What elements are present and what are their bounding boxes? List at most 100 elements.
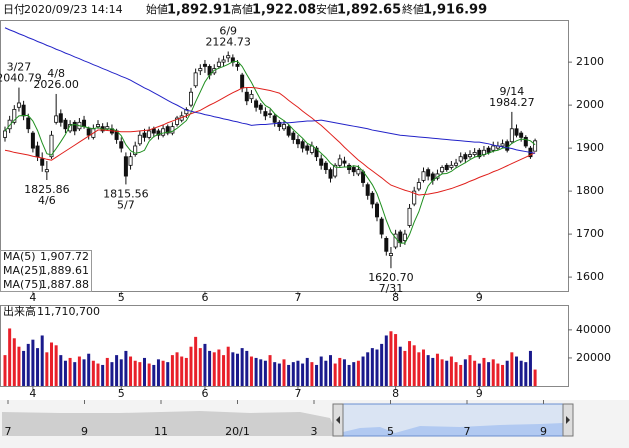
annotation-date: 4/6 xyxy=(38,194,56,207)
volume-bar xyxy=(129,356,133,386)
candle-body xyxy=(370,192,375,205)
volume-bar xyxy=(510,352,514,386)
candle-body xyxy=(407,207,412,226)
volume-bar xyxy=(533,369,537,386)
legend-value: 1,907.72 xyxy=(40,250,89,263)
annotation-date: 9/14 xyxy=(499,85,524,98)
x-tick-label: 7 xyxy=(294,387,301,400)
candle-body xyxy=(165,126,170,134)
volume-bar xyxy=(8,328,12,386)
candle-body xyxy=(491,145,496,151)
candle-body xyxy=(384,238,389,252)
x-tick-label: 6 xyxy=(201,387,208,400)
candle-body xyxy=(119,141,124,149)
header-label: 始値 xyxy=(146,2,168,16)
candle-body xyxy=(277,121,282,128)
volume-bar xyxy=(366,352,370,386)
volume-bar xyxy=(519,360,523,386)
candle-body xyxy=(44,169,49,173)
volume-bar xyxy=(59,355,63,386)
candle-body xyxy=(467,154,472,158)
ma-line xyxy=(4,27,536,154)
volume-bar xyxy=(426,355,430,386)
header-value: 1,892.91 xyxy=(167,3,231,18)
volume-bar xyxy=(473,360,477,386)
volume-bar xyxy=(361,356,365,386)
annotation-date: 6/9 xyxy=(219,25,237,38)
candle-body xyxy=(188,91,193,106)
candle-body xyxy=(319,158,324,166)
candle-body xyxy=(356,169,361,175)
header-label: 高値 xyxy=(231,2,253,16)
candle-body xyxy=(533,140,538,152)
volume-bar xyxy=(3,355,7,386)
volume-bar xyxy=(440,359,444,386)
volume-bar xyxy=(310,362,314,386)
volume-bar xyxy=(236,353,239,386)
annotation-value: 1984.27 xyxy=(489,96,535,109)
navigator-label: 20/1 xyxy=(225,425,250,438)
volume-bar xyxy=(101,364,105,386)
volume-bar xyxy=(454,362,458,386)
navigator-label: 7 xyxy=(5,425,12,438)
volume-bar xyxy=(156,359,160,386)
volume-bar xyxy=(505,360,509,386)
candle-body xyxy=(249,93,254,100)
volume-bar xyxy=(222,355,226,386)
candle-body xyxy=(258,104,263,110)
volume-bar xyxy=(87,353,91,386)
candle-body xyxy=(105,126,110,130)
candle-body xyxy=(235,63,240,67)
candle-body xyxy=(82,119,87,128)
candle-body xyxy=(272,115,277,123)
annotation-value: 1620.70 xyxy=(368,271,414,284)
volume-bar xyxy=(263,360,267,386)
navigator-label: 3 xyxy=(311,425,318,438)
candle-body xyxy=(40,158,45,166)
volume-bar xyxy=(105,357,109,386)
volume-bar xyxy=(152,364,156,386)
navigator-window[interactable] xyxy=(342,403,564,437)
volume-bar xyxy=(301,363,305,386)
volume-bar xyxy=(36,348,40,386)
volume-bar xyxy=(26,343,30,386)
volume-bar xyxy=(217,349,221,386)
candle-body xyxy=(128,156,133,166)
volume-bar xyxy=(245,350,249,386)
volume-bar xyxy=(394,334,398,386)
candle-body xyxy=(412,190,417,205)
candle-body xyxy=(35,145,40,158)
volume-bar xyxy=(203,343,207,386)
volume-bar xyxy=(342,359,346,386)
y-tick-label: 40000 xyxy=(576,323,611,336)
volume-bar xyxy=(96,363,100,386)
candle-body xyxy=(305,145,310,151)
volume-bar xyxy=(50,342,53,386)
volume-bar xyxy=(496,363,500,386)
annotation-value: 1825.86 xyxy=(24,183,70,196)
candle-body xyxy=(72,121,77,132)
legend-name: MA(5) xyxy=(3,250,36,263)
volume-bar xyxy=(254,357,258,386)
header-value: 1,892.65 xyxy=(337,3,401,18)
volume-bar xyxy=(291,362,295,386)
volume-bar xyxy=(240,348,244,386)
candle-body xyxy=(226,55,231,59)
candle-body xyxy=(54,115,59,123)
volume-bar xyxy=(445,360,449,386)
header-label: 終値 xyxy=(402,2,424,16)
volume-bar xyxy=(91,360,95,386)
legend-value: 1,889.61 xyxy=(40,264,89,277)
volume-bar xyxy=(315,364,319,386)
volume-bar xyxy=(422,349,425,386)
candle-body xyxy=(500,143,505,147)
volume-bar xyxy=(277,363,281,386)
volume-bar xyxy=(468,355,472,386)
volume-bar xyxy=(138,362,142,386)
candle-body xyxy=(12,109,17,123)
navigator-label: 5 xyxy=(387,425,394,438)
y-tick-label: 1700 xyxy=(576,227,604,240)
volume-bar xyxy=(143,357,146,386)
candle-body xyxy=(388,253,393,257)
